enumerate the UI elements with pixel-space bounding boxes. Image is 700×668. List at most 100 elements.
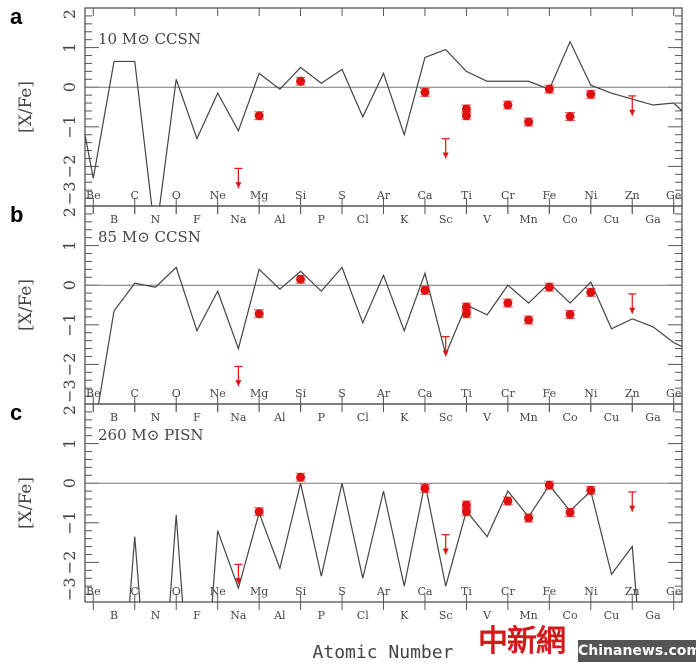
element-label-O: O: [172, 387, 181, 400]
element-label-Zn: Zn: [625, 387, 640, 400]
element-label-P: P: [318, 411, 326, 424]
element-label-Fe: Fe: [543, 387, 557, 400]
observation-point-Si: [296, 274, 306, 284]
element-label-F: F: [193, 609, 201, 622]
down-arrow-icon: [629, 505, 636, 512]
element-label-Mn: Mn: [519, 213, 537, 226]
observation-point-Fe: [544, 282, 554, 292]
observation-point-Ti: [461, 309, 471, 319]
y-tick-label: −1: [60, 115, 79, 139]
observation-point-Ti: [461, 507, 471, 517]
observation-point-Ni: [586, 485, 596, 495]
element-label-S: S: [338, 387, 346, 400]
element-label-Ga: Ga: [645, 411, 661, 424]
down-arrow-icon: [442, 548, 449, 555]
element-label-B: B: [110, 213, 118, 226]
element-label-Si: Si: [295, 189, 307, 202]
element-label-Ga: Ga: [645, 213, 661, 226]
observation-point-Cr: [503, 298, 513, 308]
element-label-C: C: [131, 585, 139, 598]
element-label-Sc: Sc: [439, 213, 453, 226]
element-label-Cr: Cr: [501, 387, 515, 400]
element-label-Cu: Cu: [604, 213, 620, 226]
watermark-site: Chinanews.com: [578, 640, 700, 662]
element-label-K: K: [400, 411, 409, 424]
element-label-Cu: Cu: [604, 609, 620, 622]
element-label-Ne: Ne: [210, 189, 226, 202]
y-tick-label: 1: [60, 439, 79, 449]
observation-point-Ti: [461, 302, 471, 312]
element-label-Ne: Ne: [210, 585, 226, 598]
element-label-Cr: Cr: [501, 585, 515, 598]
observation-point-Fe: [544, 84, 554, 94]
watermark-logo: 中新網: [478, 624, 566, 659]
y-tick-label: 0: [60, 82, 79, 92]
panel-title: 260 M⊙ PISN: [98, 426, 204, 444]
element-label-Mn: Mn: [519, 609, 537, 622]
element-label-Ge: Ge: [666, 387, 681, 400]
element-label-Be: Be: [86, 189, 101, 202]
element-label-Be: Be: [86, 585, 101, 598]
model-line: [129, 536, 141, 603]
element-label-Cr: Cr: [501, 189, 515, 202]
observation-point-Ni: [586, 89, 596, 99]
down-arrow-icon: [235, 182, 242, 189]
element-label-Ga: Ga: [645, 609, 661, 622]
down-arrow-icon: [629, 307, 636, 314]
element-label-Ca: Ca: [417, 387, 432, 400]
y-tick-label: −2: [60, 353, 79, 377]
element-label-P: P: [318, 213, 326, 226]
observation-point-Ca: [420, 483, 430, 493]
y-axis-label: [X/Fe]: [16, 81, 36, 133]
element-label-Zn: Zn: [625, 189, 640, 202]
x-axis-label: Atomic Number: [313, 642, 454, 663]
element-label-C: C: [131, 189, 139, 202]
element-label-V: V: [482, 609, 492, 622]
model-line: [169, 514, 184, 603]
y-tick-label: 1: [60, 43, 79, 53]
y-tick-label: −3: [60, 181, 79, 205]
panel-label: a: [10, 4, 23, 29]
y-tick-label: −3: [60, 577, 79, 601]
y-tick-label: 2: [60, 405, 79, 415]
element-label-N: N: [151, 213, 161, 226]
observation-point-Mn: [524, 315, 534, 325]
panel-c: c[X/Fe]210−1−2−3 BeBCNOFNeNaMgAlSiPSClArK…: [10, 400, 683, 622]
observation-point-Ti: [461, 111, 471, 121]
element-label-Mg: Mg: [250, 387, 268, 400]
element-label-Ne: Ne: [210, 387, 226, 400]
element-label-S: S: [338, 189, 346, 202]
observation-point-Ca: [420, 87, 430, 97]
y-tick-label: −2: [60, 551, 79, 575]
observation-point-Fe: [544, 480, 554, 490]
element-label-Fe: Fe: [543, 189, 557, 202]
y-tick-label: 0: [60, 280, 79, 290]
element-label-Ni: Ni: [584, 585, 598, 598]
observation-point-Ti: [461, 104, 471, 114]
element-label-Co: Co: [563, 213, 578, 226]
model-line: [211, 483, 638, 603]
element-label-Na: Na: [230, 609, 247, 622]
y-tick-label: 2: [60, 9, 79, 19]
panel-b: b[X/Fe]210−1−2−3 BeBCNOFNeNaMgAlSiPSClArK…: [10, 202, 683, 424]
element-label-Co: Co: [563, 411, 578, 424]
element-label-Ca: Ca: [417, 189, 432, 202]
observation-point-Mg: [254, 111, 264, 121]
element-label-C: C: [131, 387, 139, 400]
observation-point-Si: [296, 472, 306, 482]
element-label-Al: Al: [273, 411, 286, 424]
observation-point-Ca: [420, 285, 430, 295]
model-line: [114, 60, 153, 207]
down-arrow-icon: [629, 109, 636, 116]
down-arrow-icon: [442, 152, 449, 159]
y-axis-label: [X/Fe]: [16, 477, 36, 529]
observation-point-Si: [296, 76, 306, 86]
element-label-Si: Si: [295, 585, 307, 598]
element-label-Na: Na: [230, 411, 247, 424]
element-label-Cl: Cl: [357, 213, 369, 226]
element-label-Mn: Mn: [519, 411, 537, 424]
element-label-B: B: [110, 411, 118, 424]
element-label-Cu: Cu: [604, 411, 620, 424]
